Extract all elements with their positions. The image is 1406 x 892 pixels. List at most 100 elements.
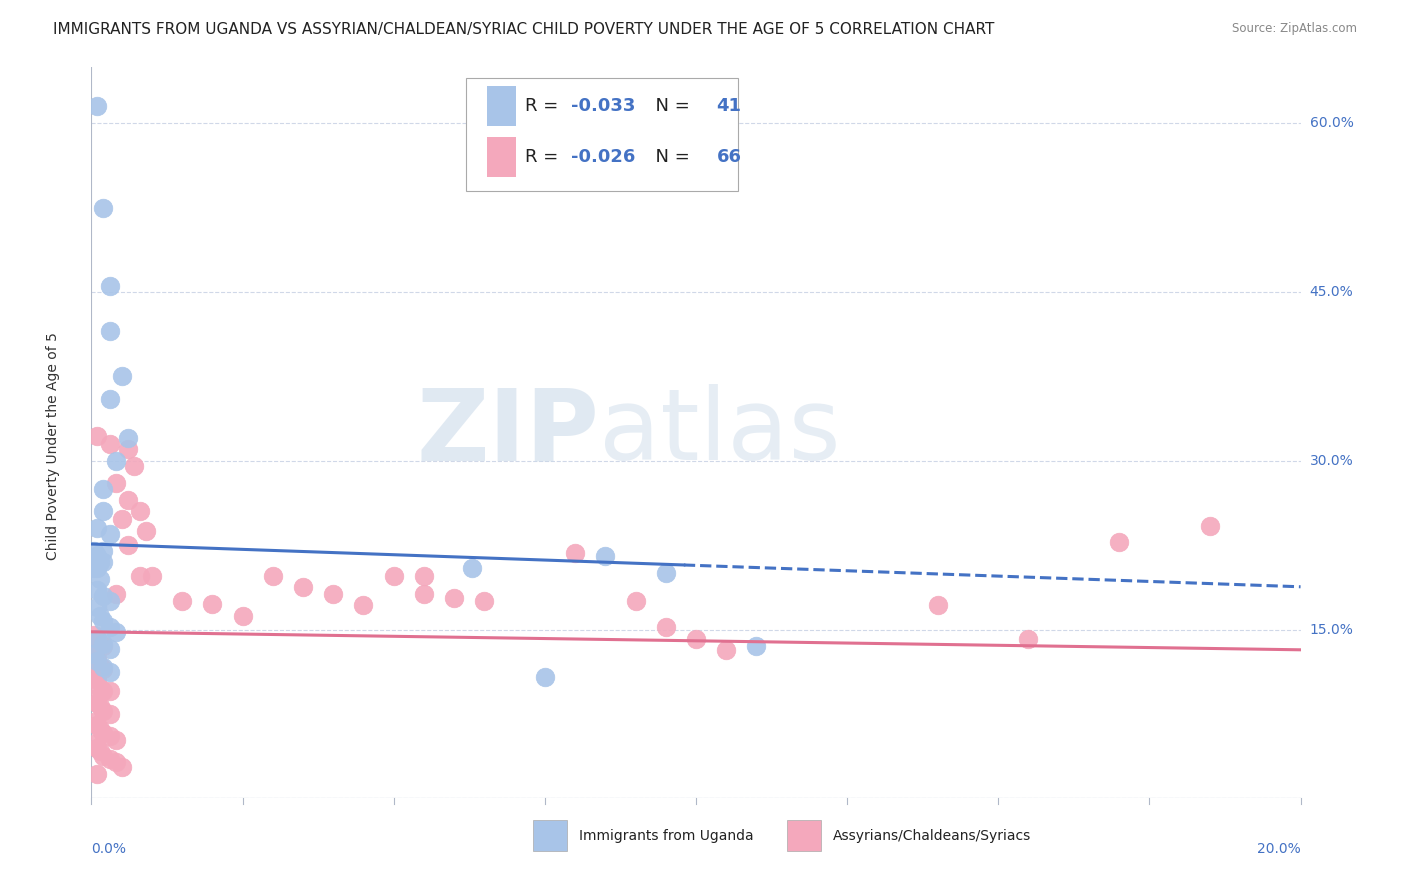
Point — [86, 740, 108, 755]
Point — [111, 369, 132, 384]
Point — [111, 760, 132, 774]
Text: Source: ZipAtlas.com: Source: ZipAtlas.com — [1232, 22, 1357, 36]
Point — [714, 642, 737, 657]
FancyBboxPatch shape — [467, 78, 738, 191]
Point — [685, 632, 707, 646]
Point — [86, 650, 108, 665]
Point — [1018, 632, 1040, 646]
Point — [98, 594, 121, 608]
Point — [927, 598, 949, 612]
Point — [413, 568, 436, 582]
Point — [89, 744, 111, 758]
Point — [135, 524, 157, 538]
Point — [93, 684, 115, 698]
Point — [262, 568, 284, 582]
Point — [98, 437, 121, 451]
Point — [98, 324, 121, 338]
Point — [83, 714, 105, 729]
Point — [89, 722, 111, 736]
Point — [86, 560, 108, 574]
Point — [104, 586, 127, 600]
Point — [104, 732, 127, 747]
Point — [292, 580, 315, 594]
Point — [122, 459, 145, 474]
Text: R =: R = — [526, 148, 564, 166]
Text: -0.033: -0.033 — [571, 97, 636, 115]
Point — [231, 609, 253, 624]
Point — [201, 597, 224, 611]
Point — [654, 620, 676, 634]
Point — [93, 201, 115, 215]
Point — [89, 636, 111, 650]
Text: 41: 41 — [717, 97, 741, 115]
Point — [352, 598, 374, 612]
Text: 45.0%: 45.0% — [1309, 285, 1354, 299]
Point — [117, 538, 139, 552]
Point — [1108, 534, 1130, 549]
Bar — [486, 136, 516, 177]
Point — [93, 637, 115, 651]
Point — [117, 493, 139, 508]
Point — [89, 572, 111, 586]
Point — [98, 392, 121, 406]
Text: 15.0%: 15.0% — [1309, 623, 1354, 637]
Point — [98, 641, 121, 656]
Point — [98, 665, 121, 680]
Bar — [533, 821, 567, 851]
Text: 20.0%: 20.0% — [1257, 842, 1301, 856]
Point — [84, 549, 107, 564]
Point — [104, 624, 127, 639]
Text: -0.026: -0.026 — [571, 148, 636, 166]
Point — [83, 560, 105, 574]
Point — [98, 279, 121, 293]
Point — [89, 681, 111, 695]
Point — [93, 640, 115, 654]
Point — [83, 692, 105, 706]
Point — [93, 589, 115, 603]
Text: R =: R = — [526, 97, 564, 115]
Point — [595, 549, 617, 564]
Point — [472, 594, 495, 608]
Point — [86, 632, 108, 646]
Point — [461, 560, 484, 574]
Point — [98, 706, 121, 721]
Point — [104, 756, 127, 770]
Point — [86, 673, 108, 688]
Point — [83, 648, 105, 662]
Point — [83, 648, 105, 662]
Point — [98, 730, 121, 744]
Point — [86, 600, 108, 615]
Point — [83, 737, 105, 751]
Text: 60.0%: 60.0% — [1309, 116, 1354, 130]
Point — [382, 568, 405, 582]
Point — [443, 591, 465, 605]
Bar — [786, 821, 821, 851]
Point — [93, 662, 115, 676]
Point — [93, 748, 115, 763]
Point — [533, 670, 555, 684]
Point — [86, 99, 108, 113]
Text: 30.0%: 30.0% — [1309, 454, 1354, 467]
Point — [172, 594, 194, 608]
Point — [83, 628, 105, 642]
Point — [83, 670, 105, 684]
Point — [93, 704, 115, 718]
Point — [98, 620, 121, 634]
Text: 66: 66 — [717, 148, 741, 166]
Point — [117, 431, 139, 445]
Point — [93, 543, 115, 558]
Text: N =: N = — [644, 148, 696, 166]
Point — [1198, 519, 1220, 533]
Point — [93, 726, 115, 740]
Point — [98, 684, 121, 698]
Point — [89, 609, 111, 624]
Point — [111, 512, 132, 526]
Point — [98, 752, 121, 766]
Point — [89, 555, 111, 569]
Text: N =: N = — [644, 97, 696, 115]
Text: atlas: atlas — [599, 384, 841, 481]
Text: Child Poverty Under the Age of 5: Child Poverty Under the Age of 5 — [46, 332, 60, 560]
Text: Immigrants from Uganda: Immigrants from Uganda — [579, 829, 754, 843]
Point — [322, 586, 344, 600]
Point — [413, 586, 436, 600]
